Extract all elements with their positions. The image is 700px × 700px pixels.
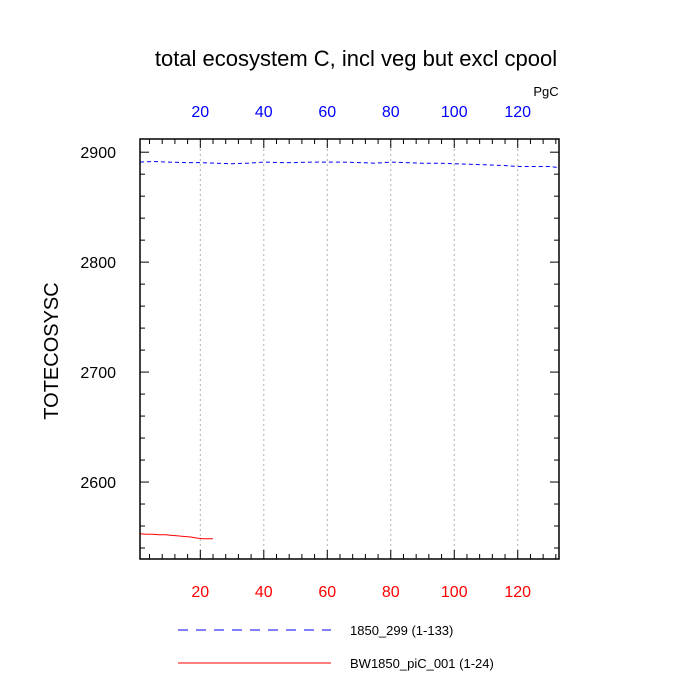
series-group [139,160,560,540]
x-tick-label-top: 120 [504,104,531,121]
y-tick-label: 2700 [80,365,116,382]
tick-labels: 2600 2700 2800 2900 20 20 40 40 60 60 80 80 100 100 12… [80,104,531,601]
x-tick-label-bottom: 80 [382,584,400,601]
y-tick-label: 2600 [80,475,116,492]
legend-label-2: BW1850_piC_001 (1-24) [350,656,494,671]
x-tick-label-bottom: 60 [318,584,336,601]
x-tick-label-bottom: 120 [504,584,531,601]
x-tick-label-top: 80 [382,104,400,121]
grid-lines [199,139,519,559]
y-tick-label: 2800 [80,255,116,272]
top-axis-unit: PgC [533,84,558,99]
legend: 1850_299 (1-133) BW1850_piC_001 (1-24) [178,623,494,671]
x-tick-label-bottom: 40 [255,584,273,601]
x-tick-label-top: 100 [441,104,468,121]
x-tick-label-bottom: 100 [441,584,468,601]
legend-label-1: 1850_299 (1-133) [350,623,453,638]
x-tick-label-bottom: 20 [191,584,209,601]
x-tick-label-top: 20 [191,104,209,121]
chart-title: total ecosystem C, incl veg but excl cpo… [155,46,557,71]
series-line-1 [139,160,560,169]
plot-border [139,138,560,560]
series-line-2 [139,533,213,540]
x-tick-label-top: 40 [255,104,273,121]
plot-frame [139,138,560,560]
y-tick-label: 2900 [80,145,116,162]
x-tick-label-top: 60 [318,104,336,121]
axis-ticks [140,139,559,559]
y-axis-label: TOTECOSYSC [41,282,63,419]
